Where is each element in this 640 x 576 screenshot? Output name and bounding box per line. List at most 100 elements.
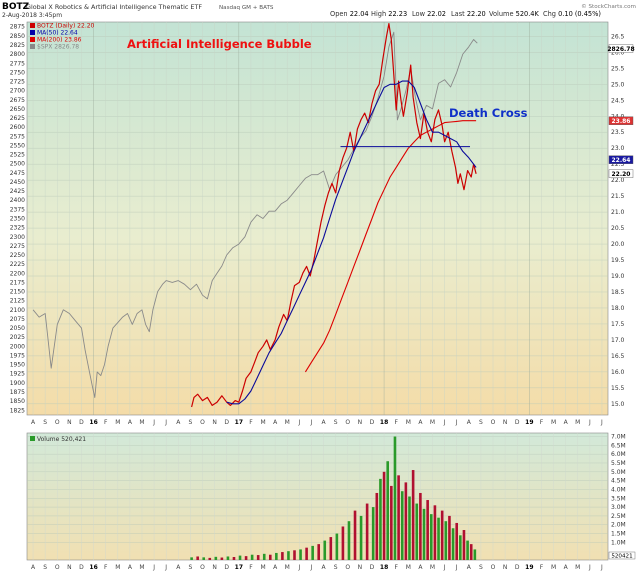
- volume-bar: [256, 555, 260, 560]
- right-tick-label: 16.0: [611, 369, 625, 376]
- quote-label: Volume: [489, 10, 516, 18]
- volume-bar: [347, 521, 351, 560]
- x-tick-label: M: [575, 419, 580, 426]
- left-tick-label: 2100: [10, 307, 25, 314]
- x-tick-label: A: [176, 419, 181, 426]
- x-tick-label: O: [345, 419, 350, 426]
- right-tick-label: 22.0: [611, 177, 625, 184]
- quote-value: 22.02: [427, 10, 446, 18]
- volume-bar: [359, 515, 363, 560]
- left-tick-label: 2525: [10, 152, 25, 159]
- x-tick-label: A: [564, 419, 569, 426]
- left-tick-label: 2825: [10, 42, 25, 49]
- right-tick-label: 21.0: [611, 209, 625, 216]
- annotation-death-cross: Death Cross: [449, 106, 528, 120]
- x-tick-label: A: [564, 564, 569, 571]
- volume-tick-label: 4.0M: [611, 486, 626, 493]
- x-tick-label: M: [406, 419, 411, 426]
- x-tick-label: A: [31, 564, 36, 571]
- x-tick-label: J: [297, 564, 300, 571]
- volume-bar: [214, 556, 218, 560]
- quote-value: 22.04: [350, 10, 369, 18]
- left-tick-label: 2150: [10, 289, 25, 296]
- x-tick-label: A: [418, 564, 423, 571]
- price-tag-box: [608, 169, 634, 178]
- left-tick-label: 2850: [10, 33, 25, 40]
- volume-bar: [415, 503, 419, 560]
- right-tick-label: 15.0: [611, 401, 625, 408]
- volume-tick-label: 2.5M: [611, 513, 626, 520]
- x-tick-label: M: [285, 419, 290, 426]
- x-tick-label: A: [273, 419, 278, 426]
- x-tick-label: S: [334, 564, 338, 571]
- right-tick-label: 18.0: [611, 305, 625, 312]
- price-tag-value: 22.20: [612, 171, 631, 178]
- x-tick-label: A: [31, 419, 36, 426]
- left-tick-label: 2400: [10, 197, 25, 204]
- volume-bar: [275, 552, 278, 560]
- legend-swatch: [30, 30, 35, 35]
- right-tick-label: 24.5: [611, 97, 625, 104]
- x-tick-label: S: [479, 419, 483, 426]
- volume-bar: [365, 503, 369, 560]
- x-tick-label: M: [115, 564, 120, 571]
- spx-line: [32, 31, 478, 398]
- left-tick-label: 1875: [10, 389, 25, 396]
- volume-bar: [375, 492, 379, 560]
- left-tick-label: 2675: [10, 97, 25, 104]
- x-tick-label: O: [345, 564, 350, 571]
- left-tick-label: 2375: [10, 206, 25, 213]
- volume-bar: [440, 510, 444, 560]
- x-tick-label: D: [224, 564, 229, 571]
- x-tick-label: J: [310, 564, 313, 571]
- volume-bar: [341, 526, 345, 560]
- x-tick-label: N: [358, 419, 363, 426]
- volume-bar: [371, 507, 375, 560]
- right-tick-label: 20.5: [611, 225, 625, 232]
- x-tick-label: N: [358, 564, 363, 571]
- volume-bar: [444, 521, 448, 560]
- left-tick-label: 2025: [10, 334, 25, 341]
- volume-bar: [232, 557, 236, 560]
- volume-bar: [379, 478, 382, 560]
- x-tick-label: 16: [89, 419, 97, 426]
- volume-bar: [293, 550, 296, 560]
- quote-label: High: [371, 10, 388, 18]
- x-tick-label: F: [394, 564, 398, 571]
- volume-bar: [208, 557, 212, 560]
- x-tick-label: D: [79, 419, 84, 426]
- left-axis: 1825 1850 1875 1900 1925 1950 1975 2000 2025 2050…: [10, 24, 25, 415]
- x-tick-label: N: [212, 564, 217, 571]
- grid: [27, 22, 608, 415]
- x-tick-label: J: [455, 419, 458, 426]
- left-tick-label: 2775: [10, 60, 25, 67]
- x-tick-label: F: [104, 419, 108, 426]
- exchange-label: Nasdaq GM + BATS: [219, 5, 274, 11]
- x-tick-label: O: [491, 564, 496, 571]
- x-tick-label: M: [430, 419, 435, 426]
- volume-bar: [317, 544, 321, 560]
- left-tick-label: 2050: [10, 325, 25, 332]
- annotation-bubble: Artificial Intelligence Bubble: [127, 37, 312, 51]
- right-tick-label: 19.0: [611, 273, 625, 280]
- x-tick-label: M: [551, 419, 556, 426]
- x-tick-label: M: [115, 419, 120, 426]
- x-tick-label: D: [79, 564, 84, 571]
- volume-bar: [422, 508, 426, 560]
- volume-bar: [429, 514, 433, 560]
- x-tick-label: O: [200, 564, 205, 571]
- volume-bar: [462, 530, 466, 560]
- price-tag-value: 22.64: [612, 157, 631, 164]
- volume-panel: [26, 432, 609, 561]
- volume-axis: 1.0M1.5M 2.0M 2.5M 3.0M 3.5M 4.0M4.5M 5.0M 5.5M…: [611, 434, 626, 547]
- x-tick-label: A: [467, 564, 472, 571]
- legend-swatch: [30, 44, 35, 49]
- volume-bar: [397, 475, 400, 560]
- x-tick-label: A: [176, 564, 181, 571]
- volume-bar: [353, 510, 357, 560]
- price-tag-value: 2826.78: [607, 46, 634, 53]
- price-tag-box: [608, 116, 634, 125]
- right-tick-label: 23.0: [611, 145, 625, 152]
